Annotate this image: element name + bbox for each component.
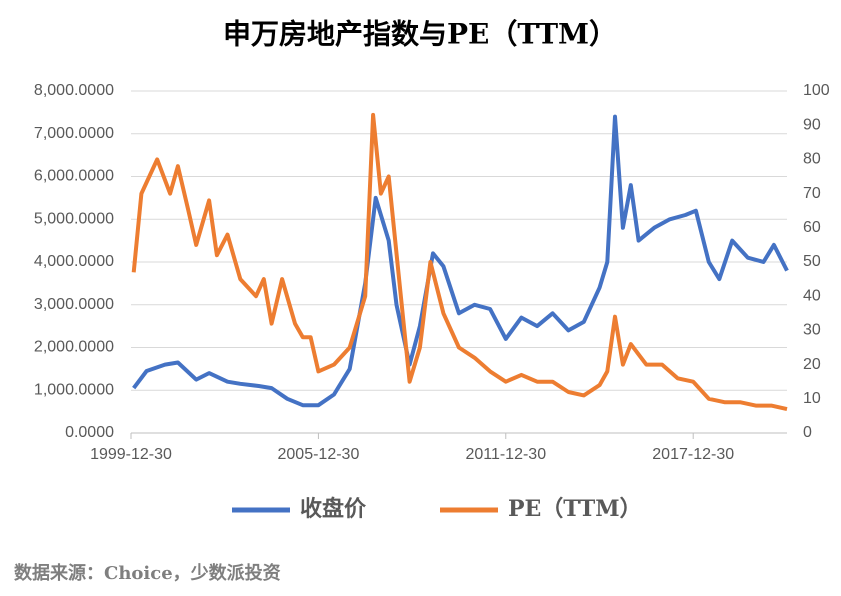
y-tick-label: 8,000.0000: [34, 82, 114, 99]
x-tick-label: 1999-12-30: [90, 446, 172, 463]
legend-label: PE（TTM）: [508, 496, 642, 522]
series-line: [131, 112, 788, 412]
x-tick-label: 2011-12-30: [465, 446, 546, 463]
y2-tick-label: 20: [803, 356, 821, 373]
y2-tick-label: 70: [803, 185, 821, 202]
y2-tick-label: 0: [803, 424, 812, 441]
y2-tick-label: 50: [803, 253, 821, 270]
y2-tick-label: 60: [803, 219, 821, 236]
y-tick-label: 2,000.0000: [34, 339, 114, 356]
y-tick-label: 0.0000: [65, 424, 114, 441]
y2-tick-label: 90: [803, 116, 821, 133]
y2-tick-label: 10: [803, 390, 821, 407]
x-tick-label: 2017-12-30: [652, 446, 734, 463]
series-line: [132, 114, 789, 408]
y-tick-label: 4,000.0000: [34, 253, 114, 270]
chart-title: 申万房地产指数与PE（TTM）: [223, 18, 617, 51]
x-tick-label: 2005-12-30: [278, 446, 360, 463]
y-tick-label: 6,000.0000: [34, 168, 114, 185]
y2-tick-label: 100: [803, 82, 830, 99]
y-tick-label: 7,000.0000: [34, 125, 114, 142]
legend-label: 收盘价: [300, 496, 367, 522]
y2-tick-label: 80: [803, 151, 821, 168]
y2-tick-label: 30: [803, 322, 821, 339]
y-tick-label: 3,000.0000: [34, 296, 114, 313]
source-note: 数据来源：Choice，少数派投资: [14, 562, 281, 584]
y2-tick-label: 40: [803, 287, 821, 304]
y-tick-label: 5,000.0000: [34, 210, 114, 227]
y-tick-label: 1,000.0000: [34, 381, 114, 398]
